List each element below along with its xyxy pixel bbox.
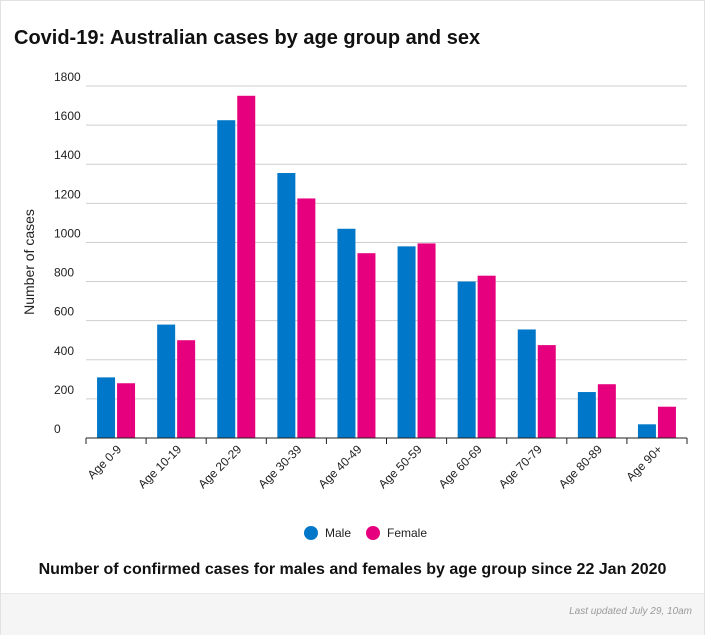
y-tick-label: 800 [54, 266, 74, 280]
bar-male [397, 246, 416, 438]
x-tick-label: Age 70-79 [496, 442, 545, 491]
y-tick-label: 1000 [54, 226, 81, 240]
bar-male [517, 329, 536, 438]
bar-male [217, 120, 236, 438]
legend-label-male: Male [325, 526, 351, 540]
bar-female [117, 383, 136, 438]
x-tick-label: Age 10-19 [135, 442, 184, 491]
last-updated-text: Last updated July 29, 10am [569, 606, 692, 617]
footer-bar: Last updated July 29, 10am [1, 593, 704, 635]
bar-female [297, 198, 316, 438]
bar-female [357, 253, 376, 438]
bar-male [337, 228, 356, 438]
bar-male [457, 281, 476, 438]
legend-swatch-female [366, 526, 380, 540]
bar-male [157, 324, 176, 438]
chart-title: Covid-19: Australian cases by age group … [14, 27, 481, 49]
x-tick-label: Age 80-89 [556, 442, 605, 491]
bar-female [237, 95, 256, 439]
legend-label-female: Female [387, 526, 427, 540]
bar-female [477, 275, 496, 438]
y-tick-label: 400 [54, 344, 74, 358]
x-tick-label: Age 40-49 [316, 442, 365, 491]
legend-swatch-male [304, 526, 318, 540]
y-tick-label: 600 [54, 305, 74, 319]
y-tick-label: 200 [54, 383, 74, 397]
chart-caption: Number of confirmed cases for males and … [38, 561, 667, 578]
y-tick-label: 1800 [54, 70, 81, 84]
bar-female [177, 340, 196, 438]
y-tick-label: 0 [54, 422, 61, 436]
bar-female [657, 406, 676, 438]
bar-female [417, 243, 436, 438]
y-axis-label: Number of cases [21, 209, 37, 315]
bar-male [277, 173, 296, 438]
y-tick-label: 1600 [54, 109, 81, 123]
x-tick-label: Age 60-69 [436, 442, 485, 491]
x-tick-label: Age 30-39 [255, 442, 304, 491]
x-tick-label: Age 20-29 [195, 442, 244, 491]
bar-male [97, 377, 116, 438]
y-tick-label: 1400 [54, 148, 81, 162]
x-tick-label: Age 0-9 [85, 442, 125, 482]
bar-male [637, 424, 656, 438]
x-tick-label: Age 90+ [623, 442, 665, 484]
bar-female [537, 345, 556, 438]
bar-female [597, 384, 616, 438]
y-tick-label: 1200 [54, 187, 81, 201]
x-tick-label: Age 50-59 [376, 442, 425, 491]
bar-chart: 0 200 400 600 800 1000 1200 1400 1600 1800 Number … [21, 70, 688, 540]
bar-male [577, 392, 596, 438]
